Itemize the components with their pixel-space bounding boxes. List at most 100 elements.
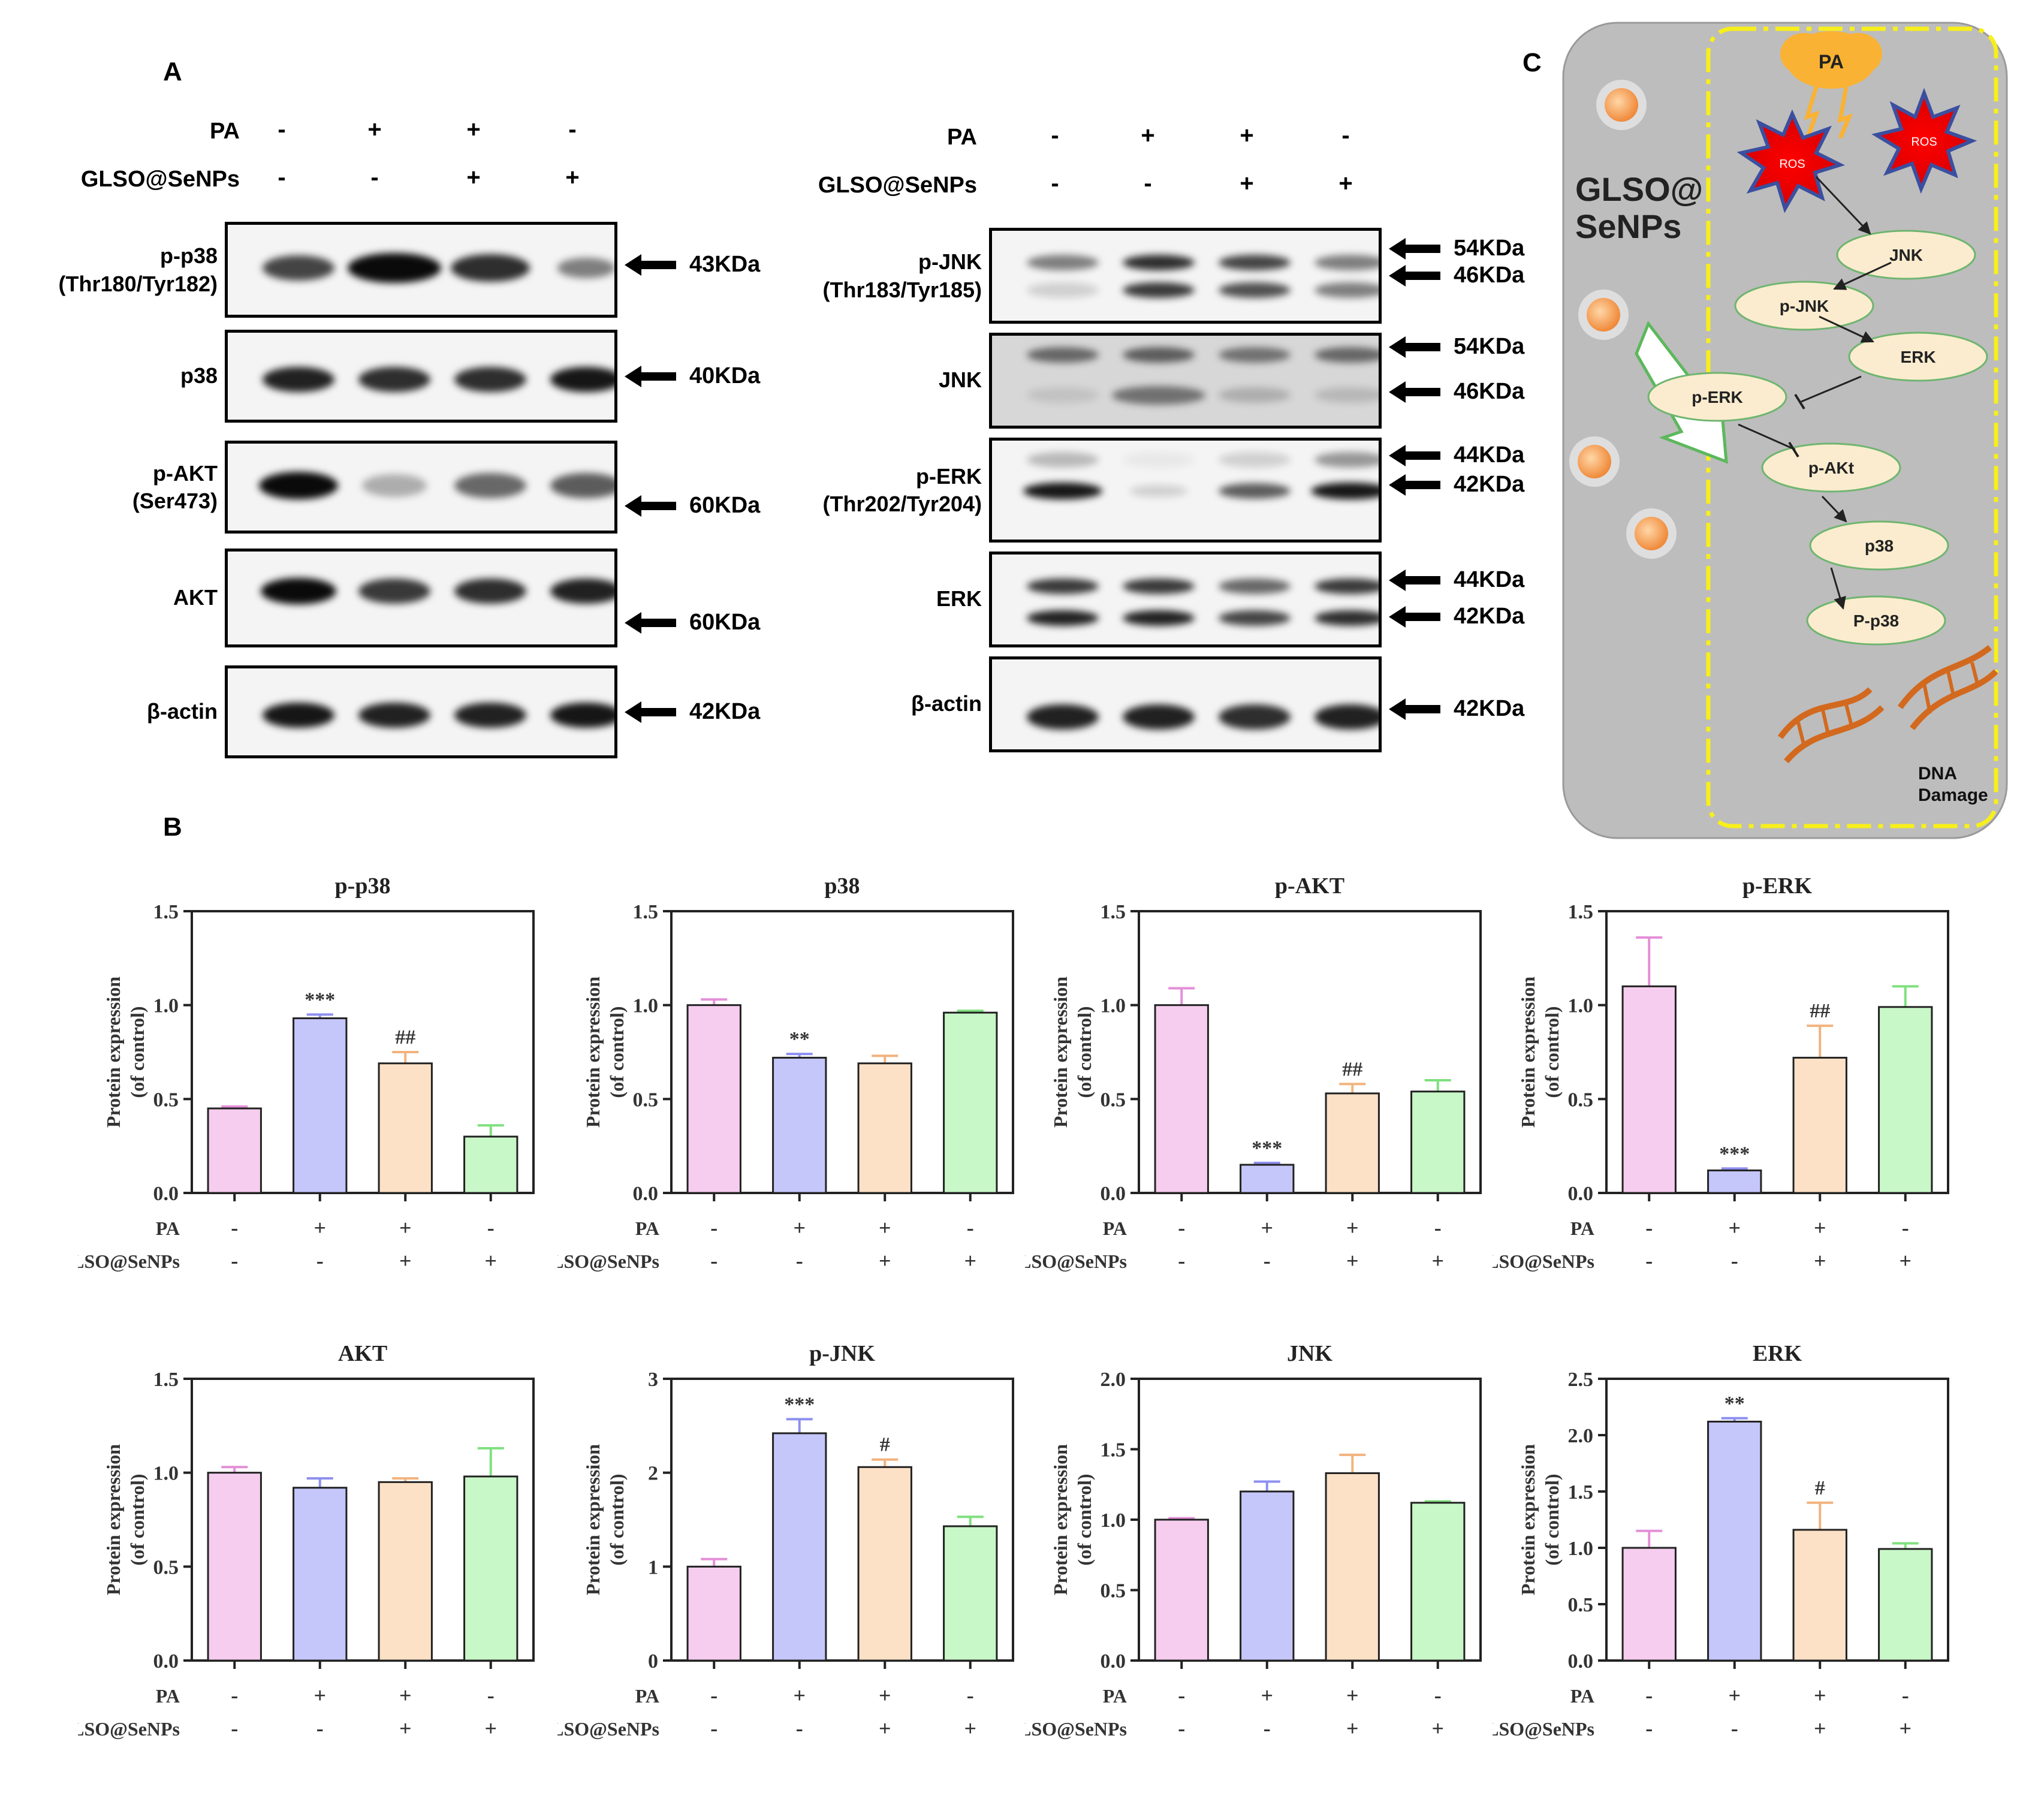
blot-label: β-actin [911, 691, 982, 716]
treatment-sign: - [1434, 1216, 1442, 1240]
svg-text:ROS: ROS [1779, 158, 1805, 171]
y-tick-label: 0.0 [1568, 1650, 1594, 1673]
bar [293, 1017, 348, 1194]
y-tick-label: 0.0 [153, 1650, 179, 1673]
significance-label: *** [304, 989, 335, 1011]
blot-band [1123, 347, 1195, 363]
chart-title: p38 [824, 873, 860, 899]
molecular-weight-label: 44KDa [1454, 442, 1525, 468]
treatment-sign: - [710, 1249, 717, 1273]
bar [1878, 1548, 1933, 1662]
arrow-left-icon [625, 611, 676, 634]
blot-band [1123, 451, 1195, 468]
significance-label: ** [1724, 1393, 1745, 1415]
treatment-sign: + [1240, 122, 1254, 149]
bar [378, 1062, 433, 1194]
plot-frame [191, 1378, 535, 1662]
plot-frame [1138, 910, 1482, 1194]
blot-band [557, 258, 614, 278]
treatment-sign: + [1728, 1683, 1741, 1707]
blot-band [1123, 282, 1195, 299]
blot-band [1219, 347, 1291, 363]
blot-band [1219, 704, 1291, 730]
molecular-weight-label: 42KDa [1454, 471, 1525, 497]
pathway-diagram: GLSO@ SeNPs PA ROS ROS JNK p-JNK ERK p-ERK p-… [1562, 22, 2008, 839]
bar [1792, 1056, 1847, 1194]
y-tick-label: 0.0 [1101, 1650, 1126, 1673]
bar [1325, 1092, 1380, 1194]
bar [1410, 1502, 1466, 1662]
y-axis-label: Protein expression (of control) [1050, 1444, 1095, 1595]
treatment-label: GLSO@SeNPs [80, 167, 240, 192]
molecular-weight-label: 43KDa [689, 252, 761, 277]
molecular-weight-label: 40KDa [689, 363, 761, 388]
y-tick-label: 1.0 [1101, 1509, 1126, 1532]
treatment-row-label: PA [156, 1685, 180, 1707]
treatment-sign: + [1261, 1683, 1273, 1707]
western-blot-image [225, 665, 617, 758]
significance-label: ## [1342, 1058, 1362, 1080]
arrow-left-icon [625, 701, 676, 723]
blot-band [454, 366, 526, 392]
molecular-weight-label: 60KDa [689, 492, 761, 518]
treatment-sign: + [1346, 1216, 1359, 1240]
arrow-left-icon [1389, 698, 1440, 720]
treatment-sign: + [1141, 122, 1155, 149]
treatment-sign: + [565, 164, 580, 191]
treatment-row-label: PA [1103, 1218, 1127, 1239]
blot-band [348, 252, 441, 284]
nanoparticle-icon [1626, 508, 1677, 559]
ros-burst-icon: ROS [1736, 109, 1846, 213]
blot-band [1219, 610, 1291, 626]
treatment-sign: - [1051, 170, 1059, 197]
blot-band [1219, 451, 1291, 468]
treatment-sign: - [1341, 122, 1350, 149]
molecular-weight-label: 54KDa [1454, 334, 1525, 359]
svg-text:ROS: ROS [1911, 135, 1937, 149]
chart-title: p-ERK [1742, 873, 1813, 899]
treatment-sign: + [466, 164, 481, 191]
panel-letter-b: B [163, 812, 182, 842]
plot-frame [191, 910, 535, 1194]
blot-label: p-JNK (Thr183/Tyr185) [822, 249, 982, 302]
treatment-sign: - [1178, 1216, 1185, 1240]
bar-chart-p38: p38 0.0 0.5 1.0 1.5 Protein expression (of con… [557, 873, 1014, 1273]
significance-label: # [1815, 1477, 1825, 1499]
y-tick-label: 2.0 [1101, 1369, 1126, 1391]
chart-title: JNK [1287, 1341, 1332, 1366]
bar [463, 1475, 518, 1662]
treatment-sign: - [1902, 1216, 1909, 1240]
treatment-sign: - [568, 116, 577, 143]
treatment-sign: - [487, 1683, 495, 1707]
treatment-sign: - [278, 116, 286, 143]
svg-text:p-JNK: p-JNK [1780, 297, 1829, 315]
treatment-sign: - [316, 1249, 324, 1273]
blot-band [1315, 578, 1379, 594]
bar [1621, 1547, 1677, 1662]
blot-band [550, 702, 614, 728]
bar-chart-p-jnk: p-JNK 0 1 2 3 Protein expression (of control) *… [557, 1341, 1014, 1740]
y-tick-label: 1.0 [153, 995, 179, 1017]
significance-label: *** [1719, 1143, 1750, 1165]
blot-band [1311, 482, 1379, 500]
bar [207, 1472, 262, 1662]
y-axis-label: Protein expression (of control) [102, 1444, 148, 1595]
treatment-sign: + [466, 116, 481, 143]
treatment-sign: - [710, 1216, 717, 1240]
treatment-sign: + [399, 1249, 412, 1273]
nanoparticle-icon [1569, 436, 1620, 487]
treatment-sign: + [793, 1683, 806, 1707]
bar [378, 1481, 433, 1662]
treatment-sign: - [1264, 1249, 1271, 1273]
bar [857, 1466, 912, 1662]
dna-damage-label: DNA Damage [1918, 764, 1988, 805]
bar [1325, 1472, 1380, 1662]
blot-band [1123, 704, 1195, 730]
y-axis-label: Protein expression (of control) [1050, 977, 1095, 1128]
y-tick-label: 1.5 [1101, 1439, 1126, 1462]
svg-text:p-ERK: p-ERK [1692, 388, 1743, 406]
treatment-sign: + [879, 1216, 891, 1240]
significance-label: ## [1810, 1000, 1830, 1022]
y-tick-label: 1.0 [1101, 995, 1126, 1017]
bar [686, 1004, 741, 1194]
